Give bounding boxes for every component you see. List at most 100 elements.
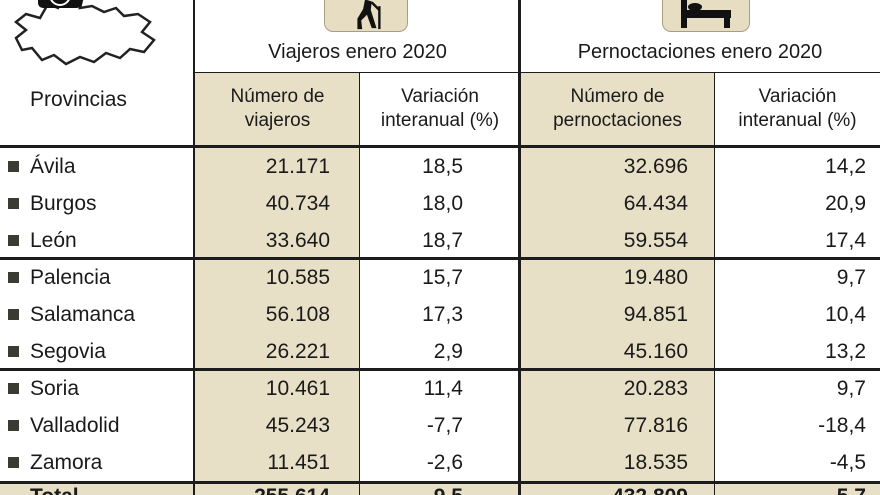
total-label: Total <box>0 484 195 495</box>
bullet-square-icon <box>8 309 19 320</box>
table-row: Zamora 11.451 -2,6 18.535 -4,5 <box>0 444 880 481</box>
viajeros-value: 45.243 <box>265 413 330 437</box>
divider-group-2 <box>0 368 880 371</box>
pernoctaciones-value: 45.160 <box>623 339 688 363</box>
divider-viajeros-columns <box>359 72 360 495</box>
total-pernoctaciones: 432.809 <box>520 484 715 495</box>
total-viajeros-variation: 9,5 <box>360 484 520 495</box>
pernoctaciones-value: 77.816 <box>623 413 688 437</box>
bullet-square-icon <box>8 272 19 283</box>
pernoctaciones-variation: -18,4 <box>818 413 866 437</box>
viajeros-value: 10.461 <box>265 376 330 400</box>
pernoctaciones-value: 32.696 <box>623 154 688 178</box>
bullet-square-icon <box>8 198 19 209</box>
province-cell: Salamanca <box>0 296 195 333</box>
viajeros-variation: 15,7 <box>422 265 463 289</box>
province-label: León <box>30 228 77 252</box>
table-row: León 33.640 18,7 59.554 17,4 <box>0 222 880 259</box>
viajeros-variation: 18,5 <box>422 154 463 178</box>
pernoctaciones-variation: 9,7 <box>836 376 866 400</box>
pernoctaciones-variation: 17,4 <box>825 228 866 252</box>
pernoctaciones-column-bg <box>520 73 715 495</box>
province-cell: Valladolid <box>0 407 195 444</box>
total-viajeros: 255.614 <box>195 484 360 495</box>
viajeros-value: 21.171 <box>265 154 330 178</box>
table-row: Ávila 21.171 18,5 32.696 14,2 <box>0 148 880 185</box>
province-label: Soria <box>30 376 80 400</box>
table-row: Valladolid 45.243 -7,7 77.816 -18,4 <box>0 407 880 444</box>
viajeros-value: 56.108 <box>265 302 330 326</box>
viajeros-value: 10.585 <box>265 265 330 289</box>
viajeros-variation: -7,7 <box>426 413 463 437</box>
total-pernoctaciones-variation: 5,7 <box>715 484 880 495</box>
viajeros-value: 26.221 <box>265 339 330 363</box>
pernoctaciones-value: 20.283 <box>623 376 688 400</box>
colhead-numero-pernoctaciones: Número de pernoctaciones <box>553 85 682 131</box>
pernoctaciones-variation: 20,9 <box>825 191 866 215</box>
province-label: Palencia <box>30 265 111 289</box>
bullet-square-icon <box>8 235 19 246</box>
viajeros-value: 33.640 <box>265 228 330 252</box>
pernoctaciones-value: 94.851 <box>623 302 688 326</box>
camera-icon <box>38 0 82 8</box>
bullet-square-icon <box>8 383 19 394</box>
divider-provinces-column <box>193 0 195 495</box>
province-cell: Soria <box>0 370 195 407</box>
province-label: Zamora <box>30 450 103 474</box>
province-cell: Zamora <box>0 444 195 481</box>
province-label: Ávila <box>30 154 76 178</box>
pernoctaciones-variation: 14,2 <box>825 154 866 178</box>
viajeros-variation: 11,4 <box>423 376 463 400</box>
pernoctaciones-variation: 9,7 <box>836 265 866 289</box>
province-label: Salamanca <box>30 302 136 326</box>
divider-group-1 <box>0 257 880 260</box>
province-cell: León <box>0 222 195 259</box>
table-row: Palencia 10.585 15,7 19.480 9,7 <box>0 259 880 296</box>
divider-under-headers <box>0 145 880 148</box>
province-cell: Segovia <box>0 333 195 370</box>
table-row: Salamanca 56.108 17,3 94.851 10,4 <box>0 296 880 333</box>
pernoctaciones-variation: 13,2 <box>825 339 866 363</box>
viajeros-variation: -2,6 <box>426 450 463 474</box>
provinces-column-title: Provincias <box>30 88 127 111</box>
pernoctaciones-value: 19.480 <box>623 265 688 289</box>
group-title-pernoctaciones: Pernoctaciones enero 2020 <box>577 41 823 63</box>
colhead-numero-viajeros: Número de viajeros <box>230 85 325 131</box>
colhead-variacion-pernoctaciones: Variación interanual (%) <box>738 85 857 131</box>
province-label: Segovia <box>30 339 106 363</box>
province-cell: Palencia <box>0 259 195 296</box>
pernoctaciones-value: 18.535 <box>623 450 688 474</box>
bullet-square-icon <box>8 457 19 468</box>
bullet-square-icon <box>8 161 19 172</box>
bed-icon <box>662 0 750 32</box>
province-label: Burgos <box>30 191 97 215</box>
divider-above-total <box>0 481 880 484</box>
pernoctaciones-variation: -4,5 <box>829 450 866 474</box>
pernoctaciones-value: 59.554 <box>623 228 688 252</box>
viajeros-variation: 18,7 <box>422 228 463 252</box>
region-map-icon <box>4 0 179 92</box>
viajeros-value: 40.734 <box>265 191 330 215</box>
viajeros-value: 11.451 <box>267 450 330 474</box>
walker-icon <box>324 0 408 32</box>
divider-between-groups <box>518 0 521 495</box>
total-row: Total 255.614 9,5 432.809 5,7 <box>0 484 880 495</box>
divider-pernoctaciones-columns <box>714 72 715 495</box>
viajeros-variation: 17,3 <box>422 302 463 326</box>
viajeros-column-bg <box>195 73 360 495</box>
province-cell: Burgos <box>0 185 195 222</box>
divider-under-group-titles <box>195 72 880 73</box>
province-label: Valladolid <box>30 413 120 437</box>
province-cell: Ávila <box>0 148 195 185</box>
table-row: Burgos 40.734 18,0 64.434 20,9 <box>0 185 880 222</box>
colhead-variacion-viajeros: Variación interanual (%) <box>380 85 500 131</box>
bullet-square-icon <box>8 420 19 431</box>
viajeros-variation: 2,9 <box>433 339 463 363</box>
viajeros-variation: 18,0 <box>422 191 463 215</box>
bullet-square-icon <box>8 346 19 357</box>
table-body: Ávila 21.171 18,5 32.696 14,2 Burgos 40.… <box>0 148 880 481</box>
table-row: Soria 10.461 11,4 20.283 9,7 <box>0 370 880 407</box>
pernoctaciones-variation: 10,4 <box>825 302 866 326</box>
pernoctaciones-value: 64.434 <box>623 191 688 215</box>
